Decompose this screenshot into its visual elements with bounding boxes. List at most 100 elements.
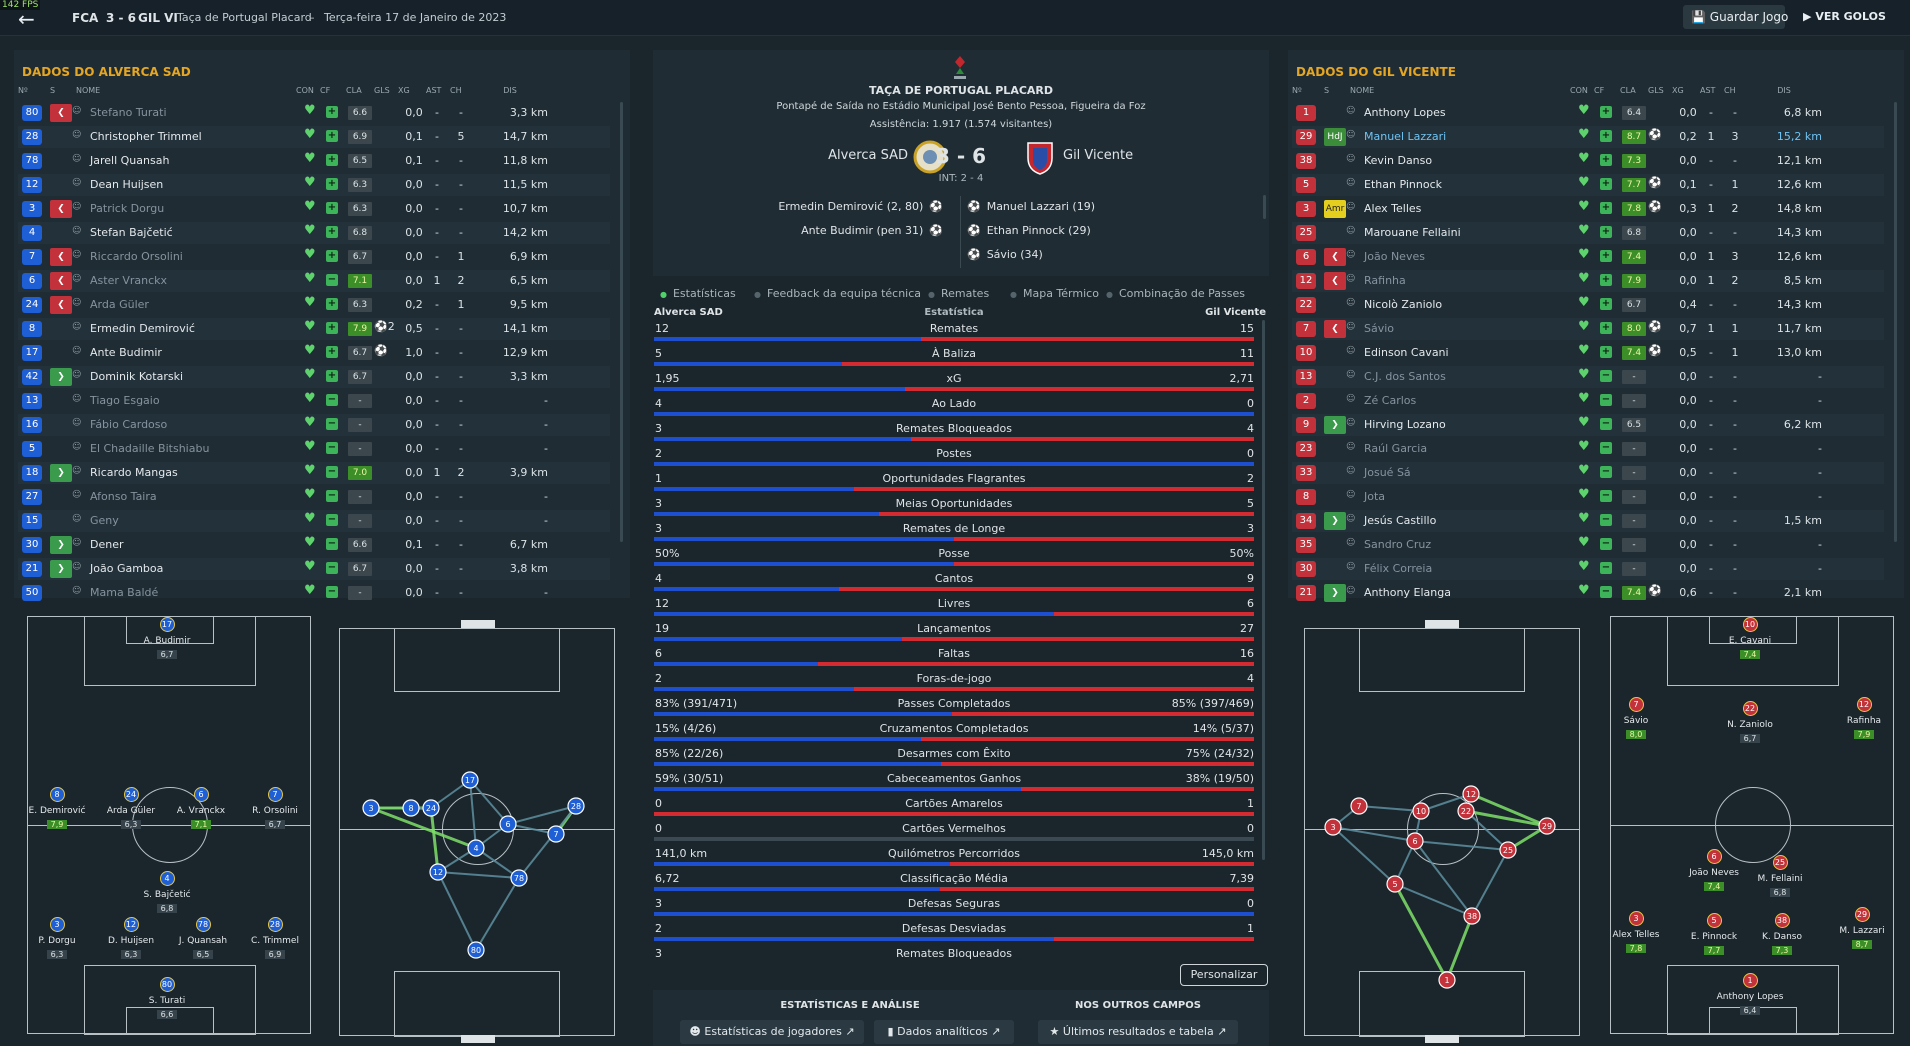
player-profile-icon[interactable]: ☺ [1346, 394, 1356, 404]
home-scrollbar[interactable] [620, 102, 623, 542]
player-profile-icon[interactable]: ☺ [72, 586, 82, 596]
player-name[interactable]: Dean Huijsen [90, 178, 164, 191]
formation-player[interactable]: 6 A. Vranckx 7,1 [166, 786, 236, 830]
formation-player[interactable]: 12 D. Huijsen 6,3 [96, 916, 166, 960]
player-name[interactable]: Geny [90, 514, 119, 527]
player-name[interactable]: Manuel Lazzari [1364, 130, 1447, 143]
column-header-con[interactable]: CON [1570, 86, 1588, 95]
player-name[interactable]: Ethan Pinnock [1364, 178, 1442, 191]
player-name[interactable]: Nicolò Zaniolo [1364, 298, 1443, 311]
table-row[interactable]: 6 ❮ ☺ Aster Vranckx ♥ −7.1 0,0 1 2 6,5 km [18, 270, 610, 292]
formation-player[interactable]: 6 João Neves 7,4 [1679, 848, 1749, 892]
player-profile-icon[interactable]: ☺ [72, 418, 82, 428]
formation-player[interactable]: 8 E. Demirović 7,9 [22, 786, 92, 830]
column-header-cla[interactable]: CLA [1620, 86, 1636, 95]
formation-player[interactable]: 78 J. Quansah 6,5 [168, 916, 238, 960]
player-profile-icon[interactable]: ☺ [1346, 106, 1356, 116]
back-arrow-icon[interactable]: ← [18, 7, 35, 31]
player-profile-icon[interactable]: ☺ [1346, 274, 1356, 284]
player-profile-icon[interactable]: ☺ [72, 274, 82, 284]
pass-node[interactable]: 7 [547, 825, 565, 843]
player-profile-icon[interactable]: ☺ [72, 130, 82, 140]
player-name[interactable]: Christopher Trimmel [90, 130, 202, 143]
player-name[interactable]: Raúl Garcia [1364, 442, 1428, 455]
player-name[interactable]: Edinson Cavani [1364, 346, 1449, 359]
formation-player[interactable]: 10 E. Cavani 7,4 [1715, 616, 1785, 660]
pass-node[interactable]: 12 [1462, 785, 1480, 803]
stats-scrollbar[interactable] [1262, 320, 1265, 860]
table-row[interactable]: 10 ☺ Edinson Cavani ♥ +7.4 ⚽ 0,5- 1 13,0 km [1292, 342, 1884, 364]
table-row[interactable]: 13 ☺ C.J. dos Santos ♥ − -0,0- - - [1292, 366, 1884, 388]
personalize-button[interactable]: Personalizar [1180, 964, 1268, 986]
formation-player[interactable]: 22 N. Zaniolo 6,7 [1715, 700, 1785, 744]
player-profile-icon[interactable]: ☺ [72, 370, 82, 380]
table-row[interactable]: 78 ☺ Jarell Quansah ♥ +6.5 0,1- -11,8 km [18, 150, 610, 172]
column-header-ast[interactable]: AST [426, 86, 442, 95]
player-name[interactable]: Hirving Lozano [1364, 418, 1446, 431]
pass-node[interactable]: 17 [461, 771, 479, 789]
pass-node[interactable]: 6 [1406, 832, 1424, 850]
formation-player[interactable]: 38 K. Danso 7,3 [1747, 912, 1817, 956]
player-name[interactable]: Ermedin Demirović [90, 322, 195, 335]
player-name[interactable]: Sandro Cruz [1364, 538, 1432, 551]
table-row[interactable]: 12 ❮ ☺ Rafinha ♥ +7.9 0,0 1 2 8,5 km [1292, 270, 1884, 292]
player-profile-icon[interactable]: ☺ [1346, 586, 1356, 596]
player-profile-icon[interactable]: ☺ [1346, 130, 1356, 140]
player-name[interactable]: Stefano Turati [90, 106, 167, 119]
player-name[interactable]: Riccardo Orsolini [90, 250, 183, 263]
player-profile-icon[interactable]: ☺ [72, 490, 82, 500]
player-name[interactable]: Marouane Fellaini [1364, 226, 1461, 239]
table-row[interactable]: 16 ☺ Fábio Cardoso ♥ − -0,0- - - [18, 414, 610, 436]
table-row[interactable]: 21 ❯ ☺ João Gamboa ♥ −6.7 0,0- -3,8 km [18, 558, 610, 580]
column-header-con[interactable]: CON [296, 86, 314, 95]
column-header-ch[interactable]: CH [450, 86, 462, 95]
player-profile-icon[interactable]: ☺ [72, 538, 82, 548]
latest-results-button[interactable]: ★ Últimos resultados e tabela ↗ [1038, 1020, 1238, 1044]
table-row[interactable]: 7 ❮ ☺ Sávio ♥ +8.0 ⚽ 0,7 1 1 11,7 km [1292, 318, 1884, 340]
formation-player[interactable]: 80 S. Turati 6,6 [132, 976, 202, 1020]
column-header-ast[interactable]: AST [1700, 86, 1716, 95]
column-header-num[interactable]: Nº [18, 86, 28, 95]
away-scrollbar[interactable] [1894, 102, 1897, 542]
table-row[interactable]: 3 ❮ ☺ Patrick Dorgu ♥ +6.3 0,0- -10,7 km [18, 198, 610, 220]
formation-player[interactable]: 25 M. Fellaini 6,8 [1745, 854, 1815, 898]
player-profile-icon[interactable]: ☺ [1346, 226, 1356, 236]
player-name[interactable]: Dominik Kotarski [90, 370, 183, 383]
column-header-dis[interactable]: DIS [1777, 86, 1791, 95]
column-header-name[interactable]: NOME [76, 86, 101, 95]
analytics-button[interactable]: ▮ Dados analíticos ↗ [874, 1020, 1014, 1044]
player-name[interactable]: El Chadaille Bitshiabu [90, 442, 210, 455]
player-name[interactable]: Anthony Elanga [1364, 586, 1451, 599]
column-header-s[interactable]: S [1324, 86, 1330, 95]
table-row[interactable]: 30 ❯ ☺ Dener ♥ −6.6 0,1- -6,7 km [18, 534, 610, 556]
player-profile-icon[interactable]: ☺ [72, 298, 82, 308]
player-profile-icon[interactable]: ☺ [72, 178, 82, 188]
player-name[interactable]: C.J. dos Santos [1364, 370, 1446, 383]
player-name[interactable]: Fábio Cardoso [90, 418, 168, 431]
pass-node[interactable]: 25 [1499, 841, 1517, 859]
player-profile-icon[interactable]: ☺ [72, 346, 82, 356]
pass-node[interactable]: 6 [499, 815, 517, 833]
player-name[interactable]: Zé Carlos [1364, 394, 1417, 407]
formation-player[interactable]: 3 P. Dorgu 6,3 [22, 916, 92, 960]
player-name[interactable]: Arda Güler [90, 298, 149, 311]
player-profile-icon[interactable]: ☺ [1346, 298, 1356, 308]
table-row[interactable]: 7 ❮ ☺ Riccardo Orsolini ♥ +6.7 0,0- 1 6,9 km [18, 246, 610, 268]
player-profile-icon[interactable]: ☺ [1346, 442, 1356, 452]
player-profile-icon[interactable]: ☺ [1346, 538, 1356, 548]
player-profile-icon[interactable]: ☺ [1346, 490, 1356, 500]
player-profile-icon[interactable]: ☺ [72, 106, 82, 116]
player-name[interactable]: Afonso Taira [90, 490, 157, 503]
pass-node[interactable]: 4 [467, 839, 485, 857]
table-row[interactable]: 80 ❮ ☺ Stefano Turati ♥ +6.6 0,0- -3,3 km [18, 102, 610, 124]
table-row[interactable]: 28 ☺ Christopher Trimmel ♥ +6.9 0,1- 5 14,7 km [18, 126, 610, 148]
table-row[interactable]: 23 ☺ Raúl Garcia ♥ − -0,0- - - [1292, 438, 1884, 460]
formation-player[interactable]: 12 Rafinha 7,9 [1829, 696, 1899, 740]
pass-node[interactable]: 10 [1412, 802, 1430, 820]
formation-player[interactable]: 4 S. Bajčetić 6,8 [132, 870, 202, 914]
player-name[interactable]: Ante Budimir [90, 346, 162, 359]
table-row[interactable]: 12 ☺ Dean Huijsen ♥ +6.3 0,0- -11,5 km [18, 174, 610, 196]
table-row[interactable]: 5 ☺ El Chadaille Bitshiabu ♥ − -0,0- - - [18, 438, 610, 460]
player-profile-icon[interactable]: ☺ [1346, 322, 1356, 332]
pass-node[interactable]: 24 [422, 799, 440, 817]
